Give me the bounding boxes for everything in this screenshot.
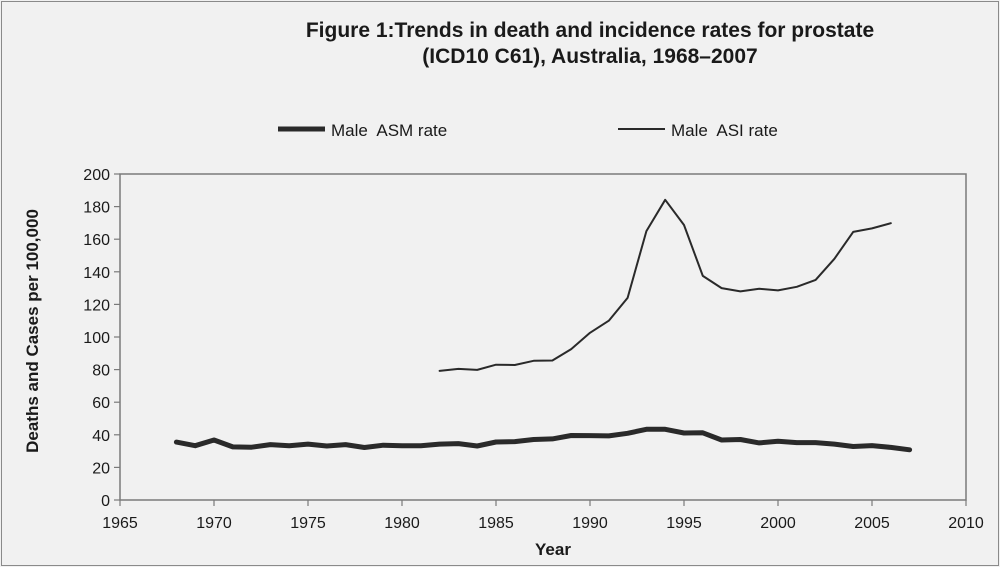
legend-label-asm: Male ASM rate: [331, 121, 447, 140]
x-tick-label: 2005: [854, 515, 890, 532]
x-tick-label: 1980: [384, 515, 420, 532]
series-lines: [173, 198, 913, 453]
series-line-asm-rate: [173, 426, 913, 453]
x-tick-label: 1995: [666, 515, 702, 532]
x-tick-label: 1975: [290, 515, 326, 532]
y-tick-label: 200: [83, 167, 110, 184]
series-line-asi-rate: [438, 198, 892, 372]
x-tick-label: 2000: [760, 515, 796, 532]
x-tick-label: 1985: [478, 515, 514, 532]
chart-title-line-1: Figure 1:Trends in death and incidence r…: [305, 19, 875, 42]
y-tick-label: 80: [92, 363, 110, 380]
x-tick-label: 2010: [948, 515, 984, 532]
y-tick-label: 180: [83, 200, 110, 217]
x-tick-label: 1970: [196, 515, 232, 532]
y-tick-label: 0: [101, 493, 110, 510]
y-tick-label: 60: [92, 395, 110, 412]
chart-title: Figure 1:Trends in death and incidence r…: [240, 18, 940, 70]
y-tick-label: 120: [83, 297, 110, 314]
chart-title-line-2: (ICD10 C61), Australia, 1968–2007: [422, 45, 758, 68]
y-tick-label: 100: [83, 330, 110, 347]
x-tick-label: 1990: [572, 515, 608, 532]
y-axis-title: Deaths and Cases per 100,000: [23, 209, 42, 453]
legend: Male ASM rate Male ASI rate: [278, 121, 778, 140]
y-tick-label: 20: [92, 460, 110, 477]
plot-area: [119, 173, 967, 501]
y-tick-label: 140: [83, 265, 110, 282]
x-tick-label: 1965: [102, 515, 138, 532]
y-tick-label: 40: [92, 428, 110, 445]
y-tick-label: 160: [83, 232, 110, 249]
x-axis-title: Year: [535, 540, 571, 559]
legend-label-asi: Male ASI rate: [671, 121, 778, 140]
axis-ticks: 0 20 40 60 80 100 120 140 160 180 200 1965 1970 1975 1…: [83, 167, 984, 532]
